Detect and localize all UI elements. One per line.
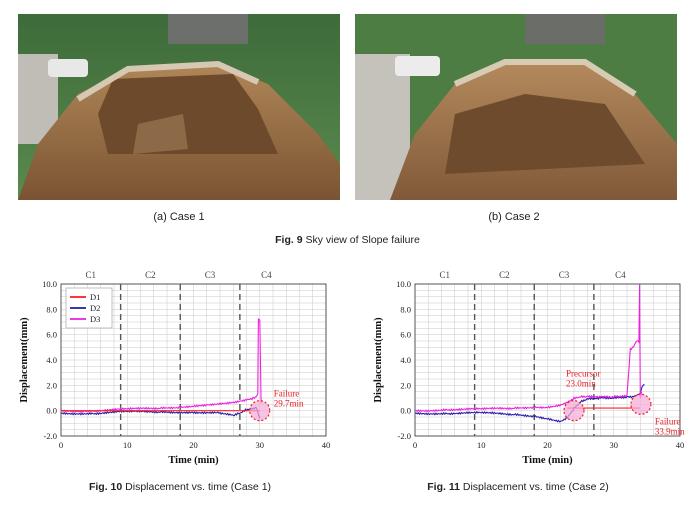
y-tick-label: -2.0 xyxy=(44,431,57,441)
x-tick-label: 20 xyxy=(543,440,552,450)
y-axis-label: Displacement(mm) xyxy=(19,317,30,403)
sub-caption-case-2: (b) Case 2 xyxy=(488,211,540,223)
figure-9-caption: Fig. 9 Sky view of Slope failure xyxy=(0,234,695,246)
x-tick-label: 40 xyxy=(676,440,685,450)
y-tick-label: 2.0 xyxy=(46,380,57,390)
y-tick-label: 8.0 xyxy=(400,304,411,314)
legend-label-d2: D2 xyxy=(90,303,100,313)
chart-case-2: C1 C2 C3 C4 0 10 20 30 40 -2.0 0.0 2.0 4.0 6.0 8.0 10.0… xyxy=(360,262,690,472)
plot-frame xyxy=(414,283,681,437)
x-tick-label: 10 xyxy=(477,440,486,450)
annotation-label: Precursor xyxy=(566,369,601,379)
annotation-marker xyxy=(630,393,652,415)
stage-label-c3: C3 xyxy=(205,270,216,280)
figure-10-caption: Fig. 10 Displacement vs. time (Case 1) xyxy=(20,481,340,493)
plot-frame xyxy=(60,283,327,437)
stage-label-c4: C4 xyxy=(615,270,626,280)
y-tick-label: 10.0 xyxy=(42,279,57,289)
figure-11-label: Fig. 11 xyxy=(427,481,460,493)
x-axis-label: Time (min) xyxy=(522,455,573,466)
chart-case-1-svg: C1 C2 C3 C4 0 10 20 30 40 -2.0 0.0 2.0 4.0 6.0 8.0 10.0… xyxy=(19,270,330,466)
series-line-d2 xyxy=(60,406,261,419)
y-axis-label: Displacement(mm) xyxy=(373,317,384,403)
slope-photo-case-1 xyxy=(18,14,340,200)
stage-label-c1: C1 xyxy=(86,270,97,280)
x-tick-label: 10 xyxy=(123,440,132,450)
annotation-marker xyxy=(563,400,585,422)
sub-caption-case-1: (a) Case 1 xyxy=(153,211,205,223)
y-tick-label: 6.0 xyxy=(400,330,411,340)
annotation-label: Failure xyxy=(274,389,300,399)
annotation-label: Failure xyxy=(655,416,681,426)
stage-label-c2: C2 xyxy=(499,270,510,280)
x-tick-label: 30 xyxy=(610,440,619,450)
figure-10-text: Displacement vs. time (Case 1) xyxy=(122,481,272,493)
y-tick-label: 0.0 xyxy=(400,406,411,416)
y-tick-label: 8.0 xyxy=(46,304,57,314)
series-line-d3 xyxy=(414,284,643,413)
x-tick-label: 30 xyxy=(256,440,265,450)
x-tick-label: 20 xyxy=(189,440,198,450)
figure-9-text: Sky view of Slope failure xyxy=(302,234,420,246)
y-tick-label: 10.0 xyxy=(396,279,411,289)
stage-label-c3: C3 xyxy=(559,270,570,280)
x-tick-label: 0 xyxy=(413,440,417,450)
x-tick-label: 0 xyxy=(59,440,63,450)
stage-label-c2: C2 xyxy=(145,270,156,280)
chart-case-1: C1 C2 C3 C4 0 10 20 30 40 -2.0 0.0 2.0 4.0 6.0 8.0 10.0… xyxy=(6,262,336,472)
stage-label-c4: C4 xyxy=(261,270,272,280)
y-tick-label: 6.0 xyxy=(46,330,57,340)
y-tick-label: 4.0 xyxy=(46,355,57,365)
figure-10-label: Fig. 10 xyxy=(88,481,123,493)
chart-2-plot: C1 C2 C3 C4 0 10 20 30 40 -2.0 0.0 2.0 4.0 6.0 8.0 10.0… xyxy=(373,270,685,466)
y-tick-label: 2.0 xyxy=(400,380,411,390)
annotation-marker xyxy=(249,400,271,422)
slope-photo-case-2 xyxy=(355,14,677,200)
y-tick-label: 0.0 xyxy=(46,406,57,416)
figure-11-caption: Fig. 11 Displacement vs. time (Case 2) xyxy=(358,481,678,493)
annotation-time: 23.0min xyxy=(566,379,596,389)
legend-label-d3: D3 xyxy=(90,314,100,324)
figure-9-label: Fig. 9 xyxy=(275,234,303,246)
chart-1-plot: C1 C2 C3 C4 0 10 20 30 40 -2.0 0.0 2.0 4.0 6.0 8.0 10.0… xyxy=(19,270,330,466)
stage-label-c1: C1 xyxy=(440,270,451,280)
chart-case-2-svg: C1 C2 C3 C4 0 10 20 30 40 -2.0 0.0 2.0 4.0 6.0 8.0 10.0… xyxy=(373,270,685,466)
figure-11-text: Displacement vs. time (Case 2) xyxy=(459,481,609,493)
legend-label-d1: D1 xyxy=(90,292,100,302)
y-tick-label: 4.0 xyxy=(400,355,411,365)
x-tick-label: 40 xyxy=(322,440,331,450)
y-tick-label: -2.0 xyxy=(398,431,411,441)
x-axis-label: Time (min) xyxy=(168,455,219,466)
annotation-time: 33.9min xyxy=(655,426,685,436)
series-line-d3 xyxy=(60,317,262,414)
series-line-d2 xyxy=(414,383,645,423)
annotation-time: 29.7min xyxy=(274,399,304,409)
